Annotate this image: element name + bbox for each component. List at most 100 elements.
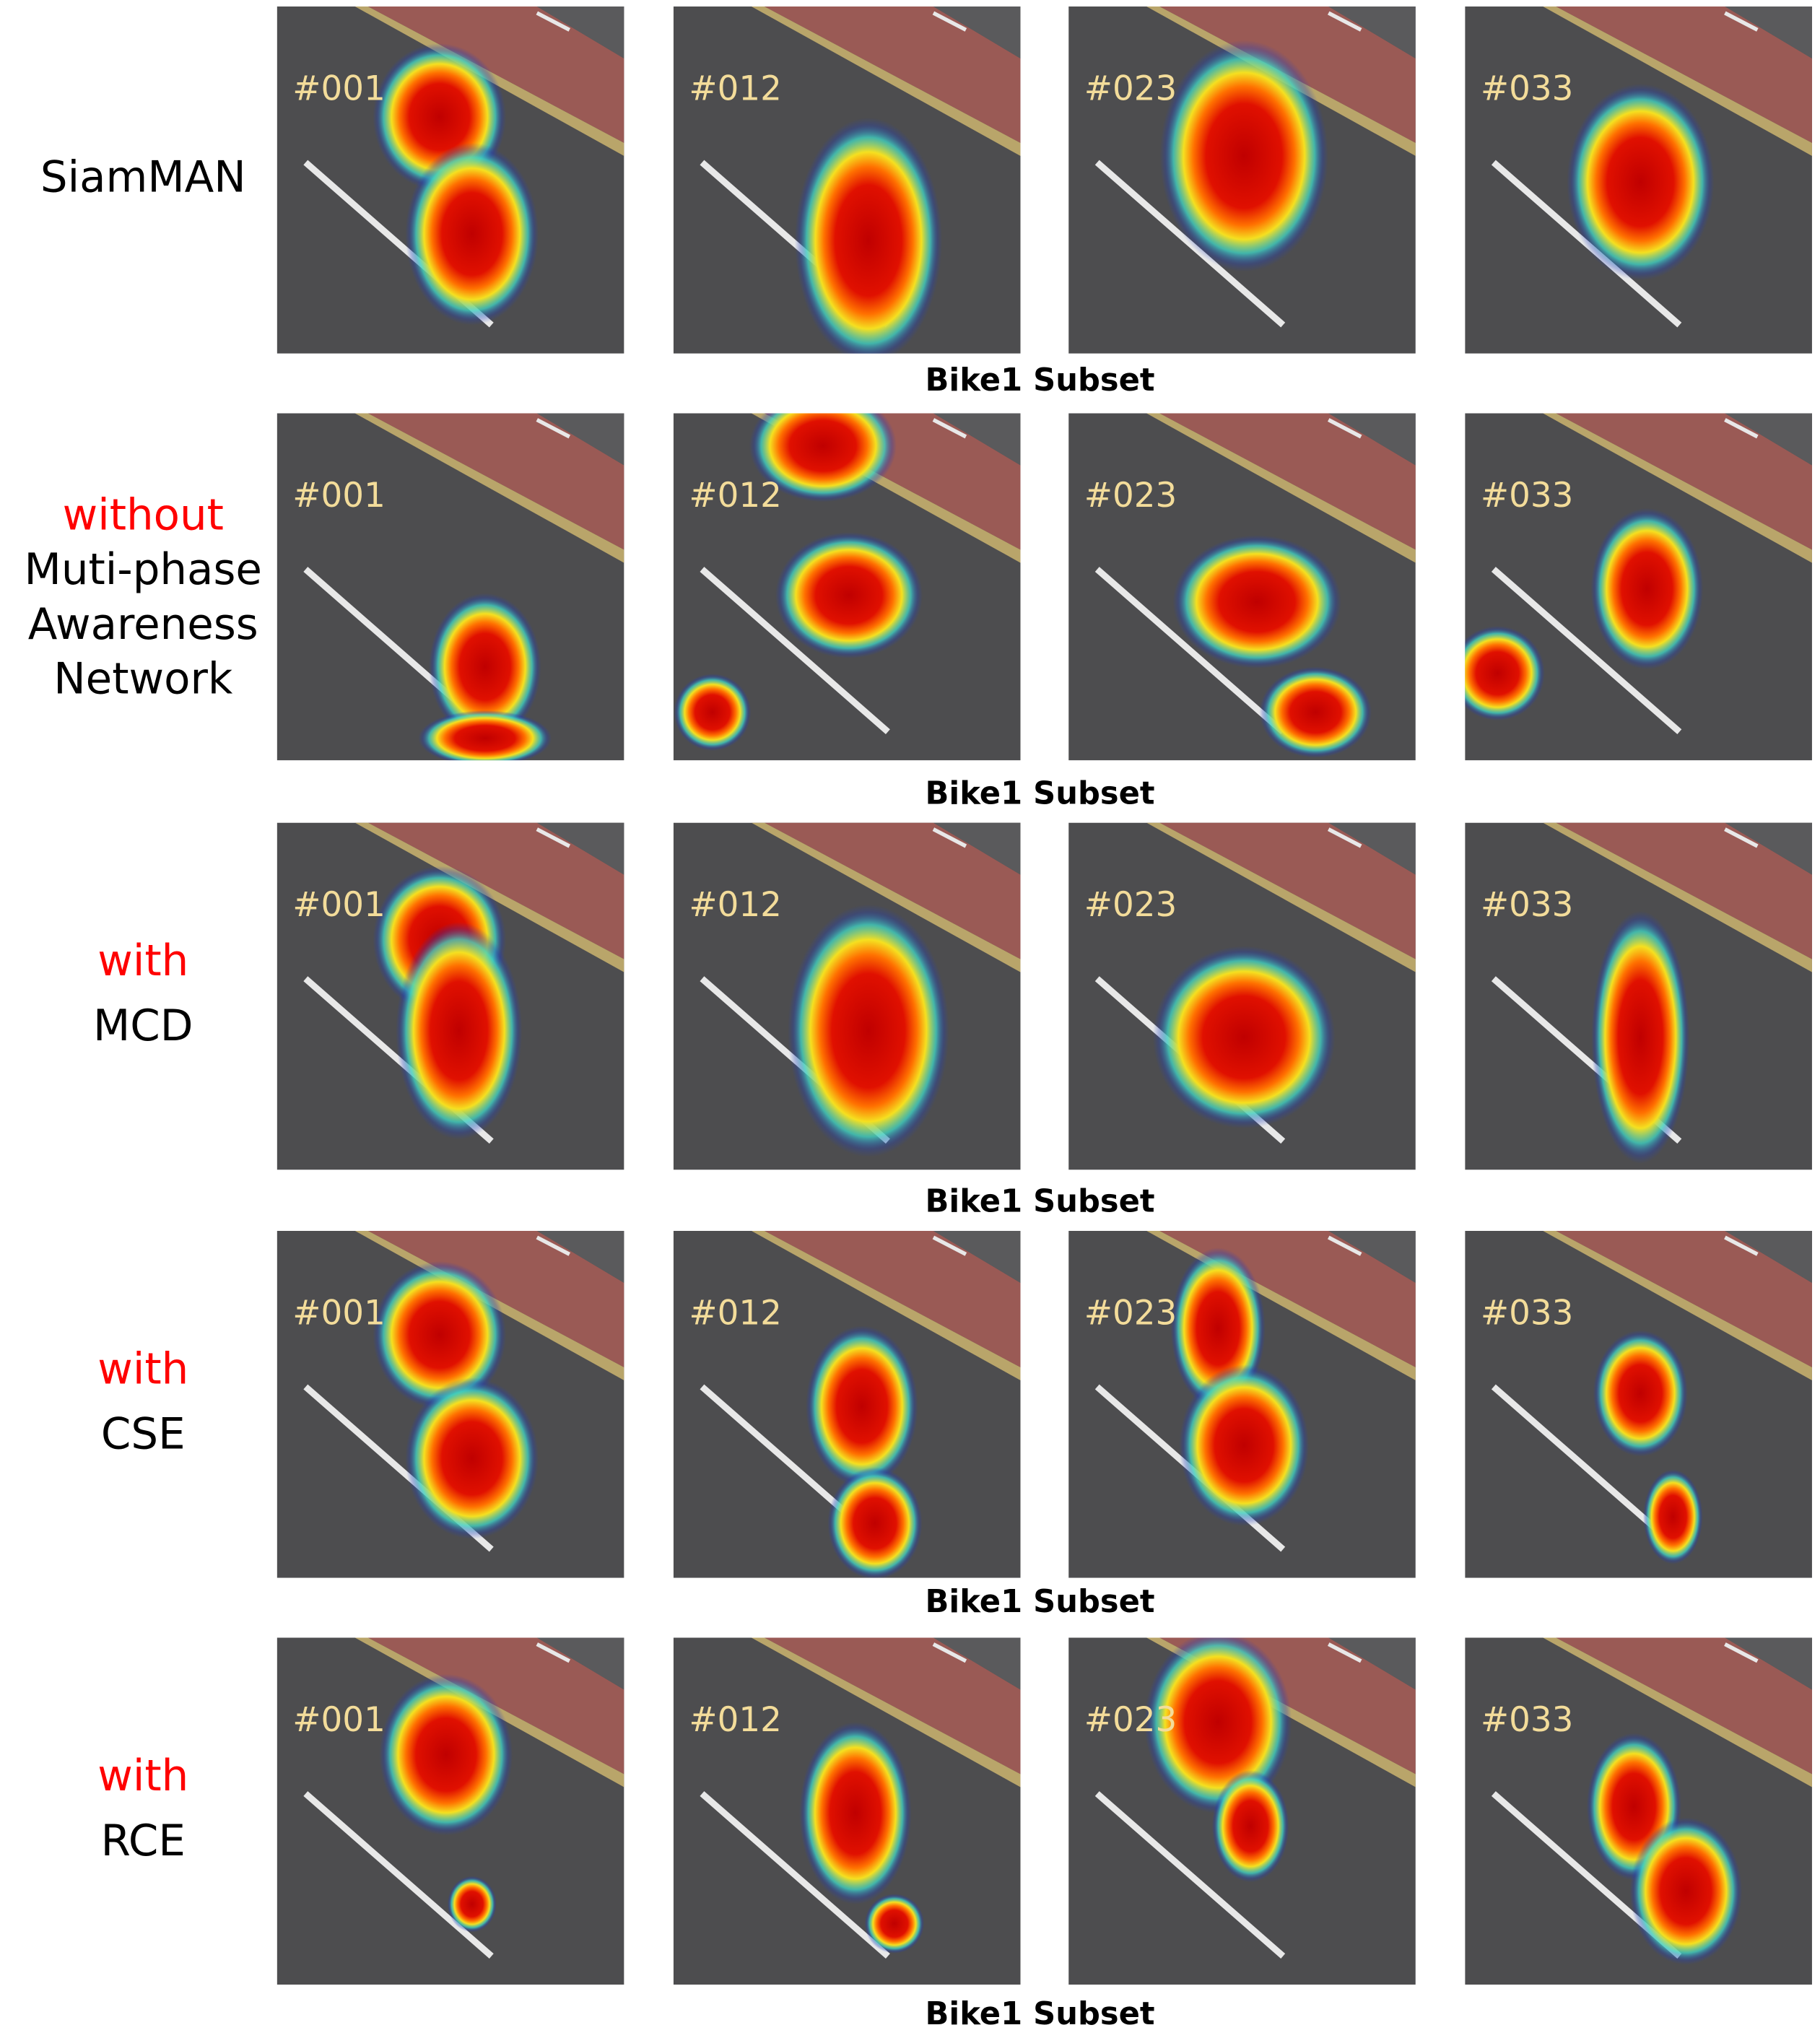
heat-blob <box>405 142 539 326</box>
far-road <box>536 822 624 875</box>
heat-blob <box>1591 910 1690 1164</box>
lane-line <box>536 11 571 32</box>
heat-blob <box>1593 1330 1688 1457</box>
row-label: Awareness <box>28 600 258 650</box>
heatmap-panel <box>1465 1637 1812 1985</box>
heat-blob <box>405 1377 539 1539</box>
curb <box>751 1637 1021 1787</box>
heat-blob <box>806 1325 918 1487</box>
far-road <box>1725 1230 1812 1283</box>
heat-blob <box>1152 946 1336 1129</box>
heat-blob <box>428 593 541 741</box>
far-road <box>1328 822 1416 875</box>
heat-blob <box>674 674 752 752</box>
row-label: MCD <box>93 1001 193 1051</box>
lane-line <box>536 418 571 439</box>
row-label: SiamMAN <box>40 152 246 202</box>
lane-line <box>700 1791 890 1959</box>
far-road <box>933 822 1021 875</box>
heat-blob <box>794 117 942 354</box>
row-label: with <box>97 1751 188 1801</box>
heatmap-panel <box>277 1637 624 1985</box>
caption: Bike1 Subset <box>925 1184 1154 1220</box>
lane-line <box>932 1235 967 1256</box>
lane-line <box>1327 11 1362 32</box>
frame-number: #033 <box>1481 1701 1574 1740</box>
lane-line <box>1327 827 1362 848</box>
heatmap-panel <box>673 413 1021 761</box>
heatmap-panel <box>1465 1230 1812 1578</box>
heat-blob <box>1590 508 1704 670</box>
heatmap-panel <box>673 822 1021 1170</box>
row-label: CSE <box>101 1409 186 1459</box>
curb <box>1543 6 1812 157</box>
heat-blob <box>864 1894 925 1954</box>
caption: Bike1 Subset <box>925 775 1154 811</box>
row-label: with <box>97 936 188 986</box>
far-road <box>536 1230 624 1283</box>
curb <box>1146 822 1416 972</box>
heat-blob <box>373 1260 507 1409</box>
frame-number: #001 <box>292 1701 386 1740</box>
frame-number: #033 <box>1481 886 1574 925</box>
heat-blob <box>379 1673 513 1836</box>
frame-number: #001 <box>292 1294 386 1333</box>
row-label: RCE <box>101 1816 186 1866</box>
lane-line <box>1724 827 1759 848</box>
heat-blob <box>418 710 552 761</box>
curb <box>1543 822 1812 972</box>
heatmap-panel <box>673 1230 1021 1578</box>
heat-blob <box>1172 535 1341 669</box>
lane-line <box>536 1642 571 1663</box>
lane-line <box>1327 1235 1362 1256</box>
lane-line <box>1094 1791 1286 1959</box>
heatmap-panel <box>277 6 624 354</box>
heatmap-panel <box>673 1637 1021 1985</box>
frame-number: #023 <box>1084 1294 1177 1333</box>
heat-blob <box>1259 666 1372 758</box>
frame-number: #033 <box>1481 1294 1574 1333</box>
far-road <box>933 413 1021 466</box>
frame-number: #001 <box>292 70 386 109</box>
heat-blob <box>1211 1769 1289 1883</box>
lane-line <box>536 827 571 848</box>
lane-line <box>932 827 967 848</box>
far-road <box>536 413 624 466</box>
heatmap-panel <box>1465 6 1812 354</box>
frame-number: #001 <box>292 476 386 515</box>
heatmap-panel <box>673 6 1021 354</box>
frame-number: #023 <box>1084 476 1177 515</box>
far-road <box>1328 6 1416 59</box>
frame-number: #001 <box>292 886 386 925</box>
lane-line <box>932 11 967 32</box>
lane-line <box>1724 1642 1759 1663</box>
heatmap-panel <box>1068 1230 1416 1578</box>
heat-blob <box>827 1467 923 1578</box>
heatmap-panel <box>1068 413 1416 761</box>
heat-blob <box>396 922 523 1140</box>
lane-line <box>303 1791 494 1959</box>
frame-number: #012 <box>689 70 782 109</box>
row-label: without <box>63 491 224 541</box>
heat-blob <box>1567 83 1715 281</box>
lane-line <box>1724 1235 1759 1256</box>
frame-number: #012 <box>689 886 782 925</box>
heat-blob <box>799 1722 912 1904</box>
lane-line <box>1327 1642 1362 1663</box>
heat-blob <box>749 413 897 502</box>
frame-number: #033 <box>1481 476 1574 515</box>
row-label: Muti-phase <box>25 545 262 595</box>
heatmap-panel <box>277 1230 624 1578</box>
heatmap-panel <box>1465 413 1812 761</box>
caption: Bike1 Subset <box>925 1584 1154 1620</box>
curb <box>751 822 1021 972</box>
heat-blob <box>1629 1817 1743 1965</box>
frame-number: #023 <box>1084 70 1177 109</box>
far-road <box>1725 822 1812 875</box>
frame-number: #023 <box>1084 1701 1177 1740</box>
lane-line <box>1327 418 1362 439</box>
frame-number: #012 <box>689 1701 782 1740</box>
caption: Bike1 Subset <box>925 362 1154 399</box>
far-road <box>1328 1230 1416 1283</box>
